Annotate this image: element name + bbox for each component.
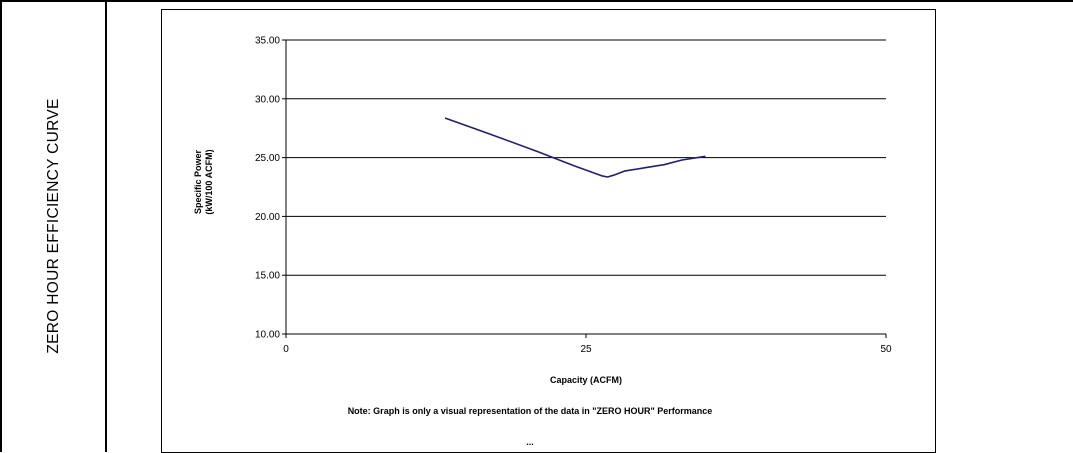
x-tick-label: 50 bbox=[880, 344, 892, 355]
y-tick-label: 20.00 bbox=[255, 212, 280, 223]
x-axis-title: Capacity (ACFM) bbox=[550, 375, 622, 385]
chart-note: Note: Graph is only a visual representat… bbox=[348, 406, 713, 416]
y-tick-label: 30.00 bbox=[255, 94, 280, 105]
frame-left-border bbox=[0, 0, 2, 452]
frame-top-border bbox=[0, 0, 1073, 2]
frame-column-separator bbox=[105, 0, 107, 452]
y-axis-title-line-1: Specific Power bbox=[193, 149, 203, 214]
y-tick-label: 25.00 bbox=[255, 153, 280, 164]
grid-lines bbox=[282, 39, 887, 338]
x-tick-label: 0 bbox=[283, 344, 289, 355]
x-tick-label: 25 bbox=[580, 344, 592, 355]
y-tick-label: 15.00 bbox=[255, 271, 280, 282]
y-axis-title-line-2: (kW/100 ACFM) bbox=[204, 149, 214, 214]
x-tick-labels: 0 25 50 bbox=[283, 344, 892, 355]
series-layer bbox=[444, 117, 706, 178]
y-tick-labels: 10.00 15.00 20.00 25.00 30.00 35.00 bbox=[255, 36, 280, 341]
series-line bbox=[444, 117, 706, 178]
chart-footer: ... bbox=[526, 437, 534, 447]
y-tick-label: 10.00 bbox=[255, 330, 280, 341]
y-tick-label: 35.00 bbox=[255, 36, 280, 47]
